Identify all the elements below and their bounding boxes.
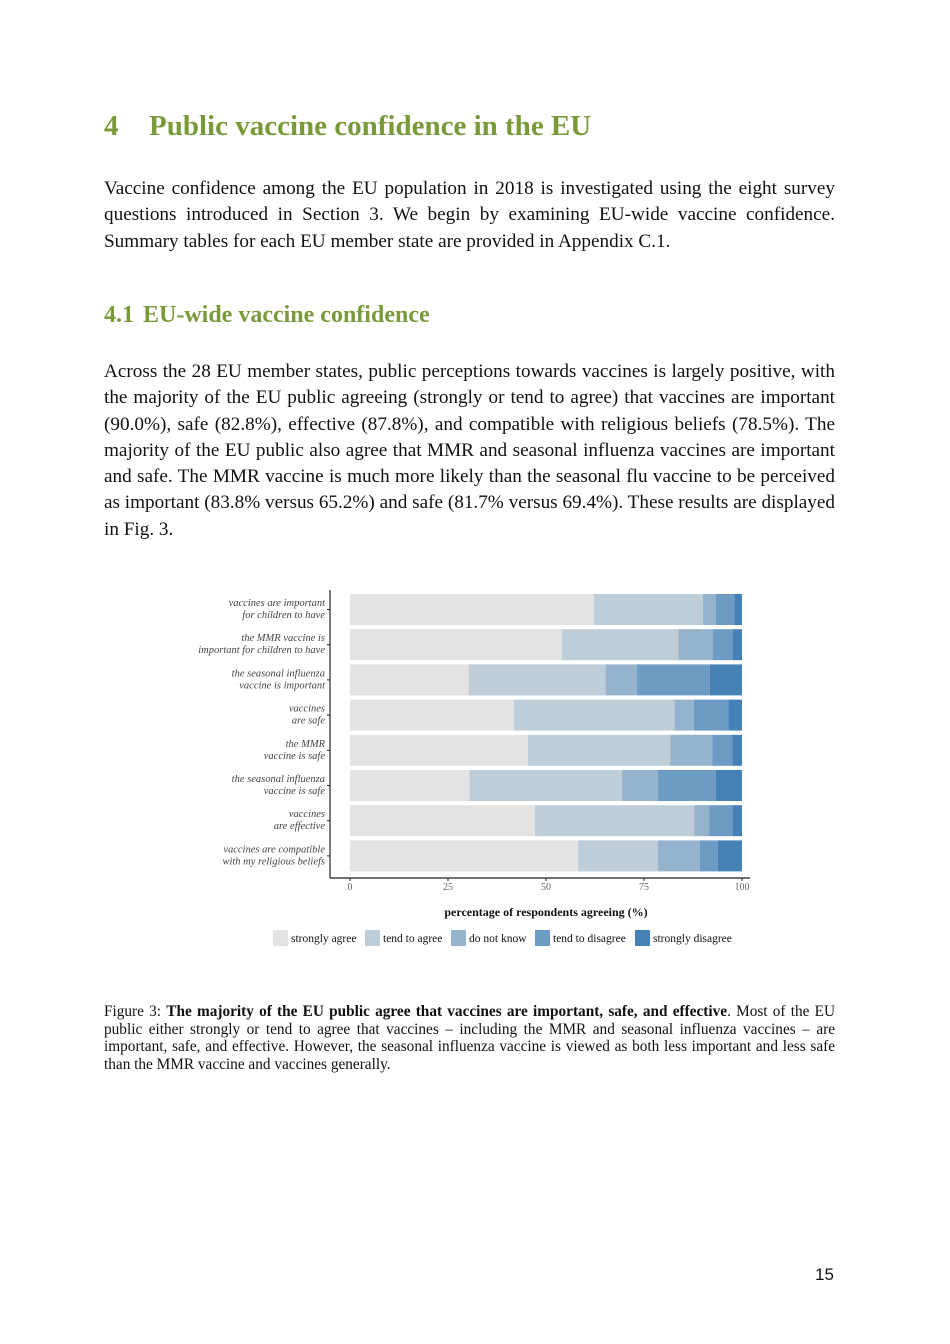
y-tick-label: the seasonal influenza (232, 774, 325, 785)
y-tick-label: vaccine is important (239, 680, 326, 691)
y-tick-label: are effective (274, 821, 326, 832)
bar-segment-do-not-know (694, 805, 710, 837)
bar-segment-strongly-disagree (715, 770, 742, 801)
bar-segment-tend-to-agree (468, 664, 606, 696)
bar-segment-tend-to-disagree (715, 594, 735, 625)
x-tick-label: 75 (639, 882, 649, 893)
bar-segment-strongly-agree (350, 629, 562, 661)
figure-caption: Figure 3: The majority of the EU public … (104, 1003, 835, 1073)
subsection-number: 4.1 (104, 302, 134, 328)
x-tick-label: 0 (348, 882, 353, 893)
legend-swatch-strongly-agree (273, 930, 288, 946)
bar-segment-do-not-know (702, 594, 716, 625)
y-tick-label: vaccines are important (229, 598, 327, 609)
bar-segment-tend-to-agree (513, 699, 675, 731)
bar-segment-do-not-know (622, 770, 658, 801)
legend-swatch-tend-to-disagree (535, 930, 550, 946)
caption-text: . Most of the EU public either strongly … (104, 1003, 835, 1073)
x-axis-title: percentage of respondents agreeing (%) (444, 905, 647, 919)
subsection-paragraph: Across the 28 EU member states, public p… (104, 361, 835, 540)
bar-segment-tend-to-agree (535, 805, 695, 837)
y-tick-label: vaccine is safe (264, 751, 326, 762)
legend-label: do not know (469, 933, 527, 945)
bar-segment-strongly-disagree (709, 664, 742, 696)
bar-segment-tend-to-agree (593, 594, 703, 625)
y-tick-label: for children to have (242, 610, 325, 621)
caption-bold: The majority of the EU public agree that… (166, 1003, 728, 1020)
page-number: 15 (815, 1265, 834, 1284)
bar-segment-strongly-agree (350, 840, 579, 872)
legend-label: strongly disagree (653, 933, 732, 945)
bar-segment-tend-to-agree (469, 770, 623, 801)
bar-segment-strongly-disagree (734, 594, 742, 625)
bar-segment-tend-to-disagree (636, 664, 710, 696)
legend-label: tend to agree (383, 933, 442, 945)
x-tick-label: 100 (735, 882, 750, 893)
section-heading: 4 Public vaccine confidence in the EU (104, 110, 591, 143)
y-tick-label: the seasonal influenza (232, 668, 325, 679)
bar-segment-strongly-agree (350, 699, 514, 731)
bar-segment-tend-to-disagree (699, 840, 718, 872)
bar-segment-do-not-know (670, 734, 713, 766)
y-tick-label: vaccines (289, 809, 325, 820)
bar-segment-tend-to-disagree (712, 734, 733, 766)
x-tick-label: 50 (541, 882, 551, 893)
bar-segment-strongly-disagree (732, 805, 742, 837)
subsection-heading: 4.1 EU-wide vaccine confidence (104, 302, 430, 329)
legend-swatch-strongly-disagree (635, 930, 650, 946)
section-title: Public vaccine confidence in the EU (149, 110, 592, 142)
bar-segment-strongly-agree (350, 734, 528, 766)
bar-segment-strongly-agree (350, 664, 469, 696)
bar-segment-strongly-disagree (732, 629, 742, 661)
bar-segment-tend-to-agree (527, 734, 671, 766)
bar-segment-tend-to-disagree (693, 699, 729, 731)
bar-segment-strongly-agree (350, 770, 470, 801)
y-tick-label: with my religious beliefs (222, 856, 325, 867)
bar-segment-strongly-disagree (732, 734, 742, 766)
bar-segment-do-not-know (674, 699, 694, 731)
legend-swatch-tend-to-agree (365, 930, 380, 946)
legend-swatch-do-not-know (451, 930, 466, 946)
y-tick-label: the MMR vaccine is (241, 633, 325, 644)
y-tick-label: vaccines are compatible (223, 844, 325, 855)
legend-label: tend to disagree (553, 933, 626, 945)
y-tick-label: important for children to have (198, 645, 325, 656)
bar-segment-strongly-agree (350, 594, 594, 625)
bar-segment-tend-to-disagree (709, 805, 733, 837)
bar-segment-do-not-know (605, 664, 637, 696)
intro-paragraph: Vaccine confidence among the EU populati… (104, 178, 835, 252)
bar-segment-do-not-know (678, 629, 713, 661)
bar-segment-strongly-agree (350, 805, 536, 837)
y-tick-label: vaccines (289, 704, 325, 715)
section-number: 4 (104, 110, 119, 142)
y-tick-label: are safe (292, 716, 325, 727)
x-tick-label: 25 (443, 882, 453, 893)
bar-segment-tend-to-agree (561, 629, 679, 661)
bar-segment-strongly-disagree (728, 699, 742, 731)
subsection-title: EU-wide vaccine confidence (143, 302, 430, 328)
bar-segment-tend-to-disagree (657, 770, 716, 801)
legend-label: strongly agree (291, 933, 356, 945)
caption-label: Figure 3: (104, 1003, 162, 1020)
bar-segment-tend-to-agree (578, 840, 658, 872)
bar-segment-do-not-know (657, 840, 700, 872)
y-tick-label: the MMR (286, 739, 326, 750)
bar-segment-tend-to-disagree (712, 629, 733, 661)
bar-segment-strongly-disagree (717, 840, 742, 872)
y-tick-label: vaccine is safe (264, 786, 326, 797)
